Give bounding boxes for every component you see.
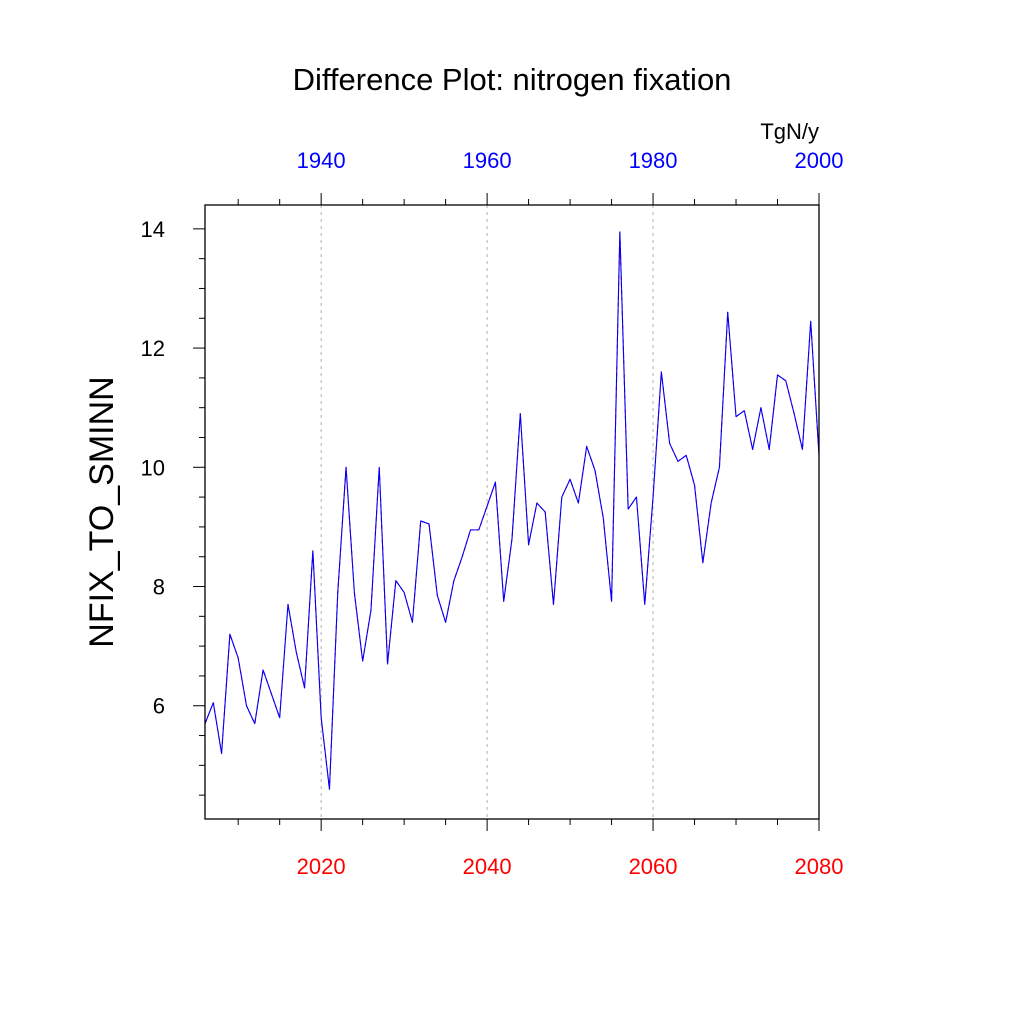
- top-tick-label-2000: 2000: [795, 148, 844, 173]
- y-tick-label-10: 10: [141, 455, 165, 480]
- y-tick-label-8: 8: [153, 575, 165, 600]
- chart-title: Difference Plot: nitrogen fixation: [293, 62, 732, 97]
- series-layer: [204, 231, 820, 790]
- series-line-red-dashed: [204, 231, 820, 790]
- bottom-tick-label-2020: 2020: [297, 854, 346, 879]
- bottom-tick-label-2060: 2060: [629, 854, 678, 879]
- y-tick-label-12: 12: [141, 336, 165, 361]
- plot-frame: [204, 204, 820, 820]
- y-tick-label-14: 14: [141, 217, 165, 242]
- axes: 2020 2040 2060 2080 1940 1960 1980 2000 6 8 10 12 14: [141, 148, 844, 879]
- top-tick-label-1980: 1980: [629, 148, 678, 173]
- top-tick-label-1940: 1940: [297, 148, 346, 173]
- top-tick-label-1960: 1960: [463, 148, 512, 173]
- bottom-tick-label-2040: 2040: [463, 854, 512, 879]
- bottom-tick-label-2080: 2080: [795, 854, 844, 879]
- units-label: TgN/y: [760, 119, 819, 144]
- grid-lines: [320, 205, 654, 819]
- y-axis-label: NFIX_TO_SMINN: [83, 376, 121, 647]
- y-tick-label-6: 6: [153, 694, 165, 719]
- series-line-blue-solid: [204, 231, 820, 790]
